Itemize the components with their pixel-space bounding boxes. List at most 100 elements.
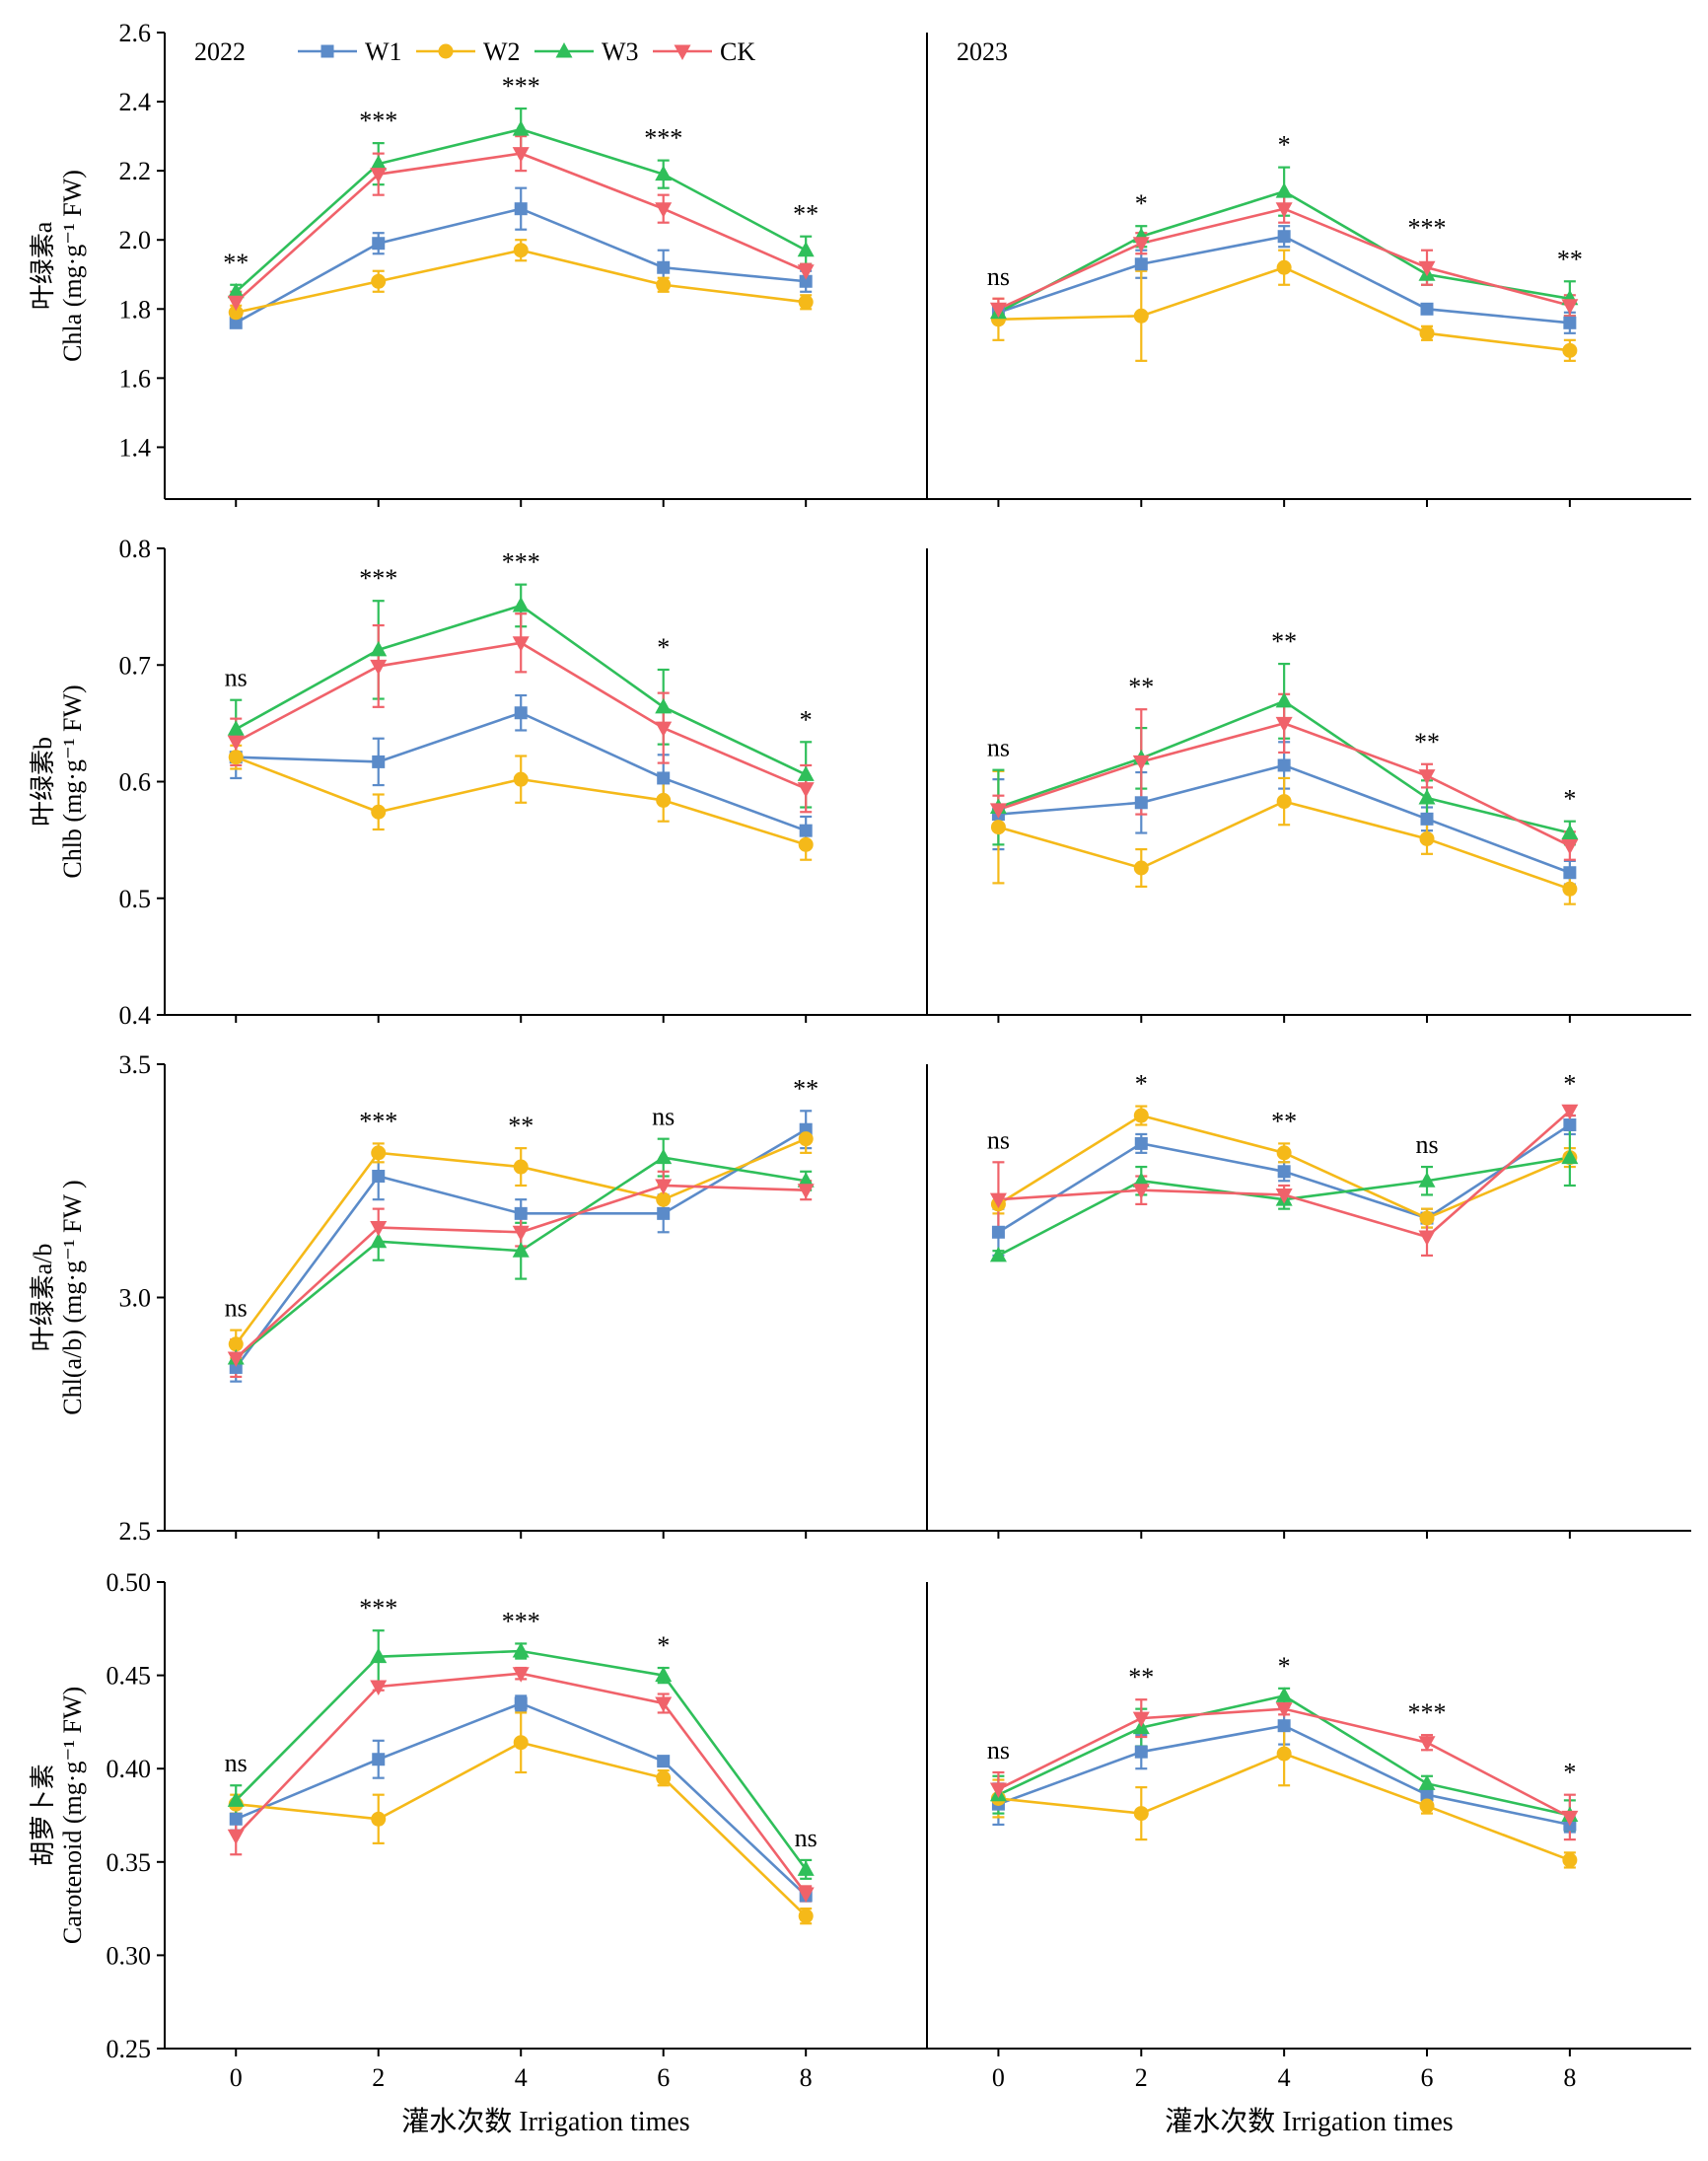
data-point xyxy=(512,1225,530,1242)
data-point xyxy=(657,1755,671,1768)
data-point xyxy=(1134,257,1148,271)
panel-car-2023: 0 2 4 6 8ns** ***** xyxy=(926,1582,1691,2092)
x-axis-label: 灌水次数 Irrigation times xyxy=(1165,2106,1453,2137)
y-tick-label: 0.6 xyxy=(119,768,152,797)
y-axis-label-cn: 叶绿素a/b xyxy=(29,1244,57,1352)
data-point xyxy=(512,120,530,136)
legend-label: W3 xyxy=(602,37,639,66)
data-point xyxy=(1134,1136,1148,1150)
data-point xyxy=(1133,308,1149,324)
data-point xyxy=(797,1172,815,1188)
legend-label: W2 xyxy=(483,37,521,66)
series-w2 xyxy=(230,744,813,861)
data-point xyxy=(514,1696,528,1710)
data-point xyxy=(797,765,815,781)
data-point xyxy=(657,260,671,274)
data-point xyxy=(370,1232,388,1249)
data-point xyxy=(227,1829,245,1845)
data-point xyxy=(989,1782,1007,1799)
legend-label: CK xyxy=(720,37,755,66)
data-point xyxy=(1419,830,1435,846)
data-point xyxy=(512,636,530,652)
data-point xyxy=(1134,796,1148,810)
data-point xyxy=(989,1192,1007,1209)
data-point xyxy=(798,1909,814,1924)
data-point xyxy=(512,147,530,163)
y-tick-label: 0.25 xyxy=(107,2035,152,2063)
x-tick-label: 8 xyxy=(800,2063,813,2092)
data-point xyxy=(512,596,530,612)
significance-label: * xyxy=(657,1631,670,1660)
significance-label: *** xyxy=(502,548,540,577)
data-point xyxy=(655,1666,673,1683)
data-point xyxy=(656,1191,672,1207)
data-point xyxy=(1418,1736,1436,1752)
significance-label: ns xyxy=(987,1125,1010,1154)
data-point xyxy=(797,1860,815,1876)
y-tick-label: 1.8 xyxy=(119,295,152,324)
data-point xyxy=(989,803,1007,819)
data-point xyxy=(512,1242,530,1258)
data-point xyxy=(797,264,815,280)
significance-label: * xyxy=(657,633,670,662)
significance-label: ** xyxy=(1557,245,1583,273)
data-point xyxy=(372,1753,386,1766)
x-tick-label: 6 xyxy=(657,2063,670,2092)
data-point xyxy=(1275,1188,1293,1204)
significance-label: *** xyxy=(1408,1698,1447,1727)
data-point xyxy=(1275,691,1293,708)
data-point xyxy=(798,294,814,310)
x-tick-label: 2 xyxy=(372,2063,385,2092)
data-point xyxy=(1277,230,1291,244)
legend-marker xyxy=(555,42,573,58)
data-point xyxy=(657,771,671,785)
y-tick-label: 0.5 xyxy=(119,885,152,913)
data-point xyxy=(655,1696,673,1712)
x-tick-label: 6 xyxy=(1421,2063,1434,2092)
data-point xyxy=(1275,182,1293,198)
data-point xyxy=(1563,1117,1577,1131)
significance-label: ns xyxy=(795,1824,818,1852)
data-point xyxy=(229,316,243,329)
significance-label: ** xyxy=(793,1074,818,1103)
data-point xyxy=(370,168,388,183)
data-point xyxy=(989,302,1007,319)
data-point xyxy=(799,274,813,288)
significance-label: *** xyxy=(644,124,682,153)
significance-label: * xyxy=(1563,785,1576,814)
y-tick-label: 0.4 xyxy=(119,1001,152,1030)
x-tick-label: 0 xyxy=(992,2063,1005,2092)
y-tick-label: 0.7 xyxy=(119,651,152,680)
data-point xyxy=(1561,839,1579,855)
data-point xyxy=(1561,299,1579,315)
data-point xyxy=(372,1170,386,1184)
data-point xyxy=(1418,789,1436,805)
legend-marker xyxy=(320,44,334,58)
y-tick-label: 0.30 xyxy=(107,1941,152,1970)
data-point xyxy=(1132,1711,1150,1728)
significance-label: ns xyxy=(987,734,1010,762)
significance-label: ** xyxy=(793,200,818,229)
y-tick-label: 0.50 xyxy=(107,1568,152,1597)
data-point xyxy=(227,282,245,299)
data-point xyxy=(989,1246,1007,1262)
y-axis-label-cn: 叶绿素a xyxy=(29,221,57,310)
legend: W1 W2 W3 CK xyxy=(298,37,755,66)
data-point xyxy=(372,755,386,768)
significance-label: * xyxy=(800,705,813,734)
legend-marker xyxy=(438,43,454,59)
data-point xyxy=(227,1791,245,1807)
data-point xyxy=(371,1145,387,1161)
data-point xyxy=(228,1336,244,1352)
data-point xyxy=(798,1131,814,1147)
data-point xyxy=(1420,812,1434,826)
data-point xyxy=(655,165,673,181)
y-tick-label: 0.40 xyxy=(107,1755,152,1783)
y-tick-label: 2.4 xyxy=(119,88,152,116)
data-point xyxy=(370,659,388,676)
y-tick-label: 3.0 xyxy=(119,1284,152,1313)
significance-label: *** xyxy=(359,1594,397,1622)
data-point xyxy=(656,277,672,293)
data-point xyxy=(655,1148,673,1165)
